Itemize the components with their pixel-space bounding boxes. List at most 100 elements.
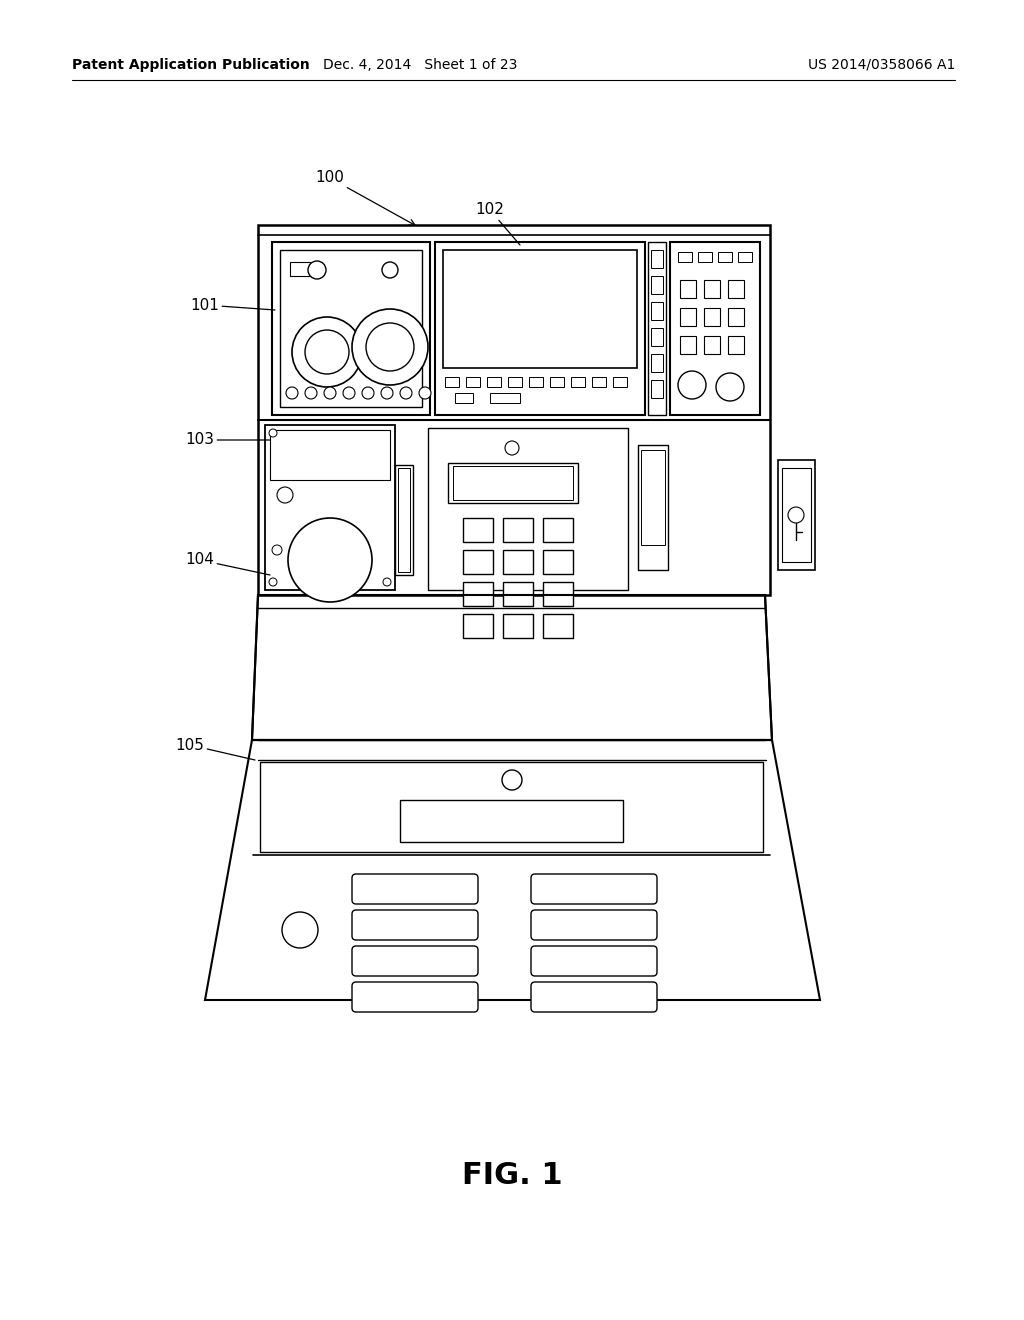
Polygon shape: [252, 595, 772, 741]
FancyBboxPatch shape: [531, 946, 657, 975]
Bar: [543, 550, 573, 574]
Text: 103: 103: [185, 433, 270, 447]
Bar: [487, 378, 501, 387]
Bar: [680, 308, 696, 326]
Circle shape: [292, 317, 362, 387]
Circle shape: [381, 387, 393, 399]
Circle shape: [678, 371, 706, 399]
Bar: [550, 378, 564, 387]
Bar: [265, 425, 395, 590]
Circle shape: [366, 323, 414, 371]
Bar: [453, 466, 573, 500]
Text: 100: 100: [315, 170, 415, 226]
Bar: [651, 276, 663, 294]
Circle shape: [716, 374, 744, 401]
Bar: [449, 463, 578, 503]
Bar: [728, 308, 744, 326]
Circle shape: [324, 387, 336, 399]
Circle shape: [282, 912, 318, 948]
Bar: [728, 280, 744, 298]
Circle shape: [278, 487, 293, 503]
Text: FIG. 1: FIG. 1: [462, 1160, 562, 1189]
FancyBboxPatch shape: [352, 909, 478, 940]
Bar: [680, 337, 696, 354]
Bar: [395, 465, 413, 576]
FancyBboxPatch shape: [531, 909, 657, 940]
Bar: [543, 517, 573, 543]
Bar: [718, 252, 732, 261]
Bar: [651, 302, 663, 319]
Bar: [651, 354, 663, 372]
Bar: [463, 582, 493, 606]
Text: Patent Application Publication: Patent Application Publication: [72, 58, 309, 73]
Circle shape: [352, 309, 428, 385]
Bar: [258, 224, 770, 595]
Circle shape: [269, 578, 278, 586]
Bar: [503, 517, 534, 543]
Bar: [613, 378, 627, 387]
Bar: [508, 378, 522, 387]
Bar: [466, 378, 480, 387]
Text: 104: 104: [185, 553, 270, 576]
Bar: [738, 252, 752, 261]
Circle shape: [788, 507, 804, 523]
Bar: [592, 378, 606, 387]
Bar: [443, 249, 637, 368]
Bar: [571, 378, 585, 387]
FancyBboxPatch shape: [352, 874, 478, 904]
FancyBboxPatch shape: [531, 982, 657, 1012]
Bar: [272, 242, 430, 414]
Bar: [778, 459, 815, 570]
Bar: [463, 614, 493, 638]
Bar: [400, 800, 623, 842]
Bar: [435, 242, 645, 414]
Bar: [445, 378, 459, 387]
Text: US 2014/0358066 A1: US 2014/0358066 A1: [808, 58, 955, 73]
Bar: [641, 450, 665, 545]
Bar: [280, 249, 422, 407]
Text: 101: 101: [190, 297, 275, 313]
Bar: [270, 430, 390, 480]
Bar: [543, 582, 573, 606]
Circle shape: [269, 429, 278, 437]
Bar: [543, 614, 573, 638]
Circle shape: [305, 330, 349, 374]
Bar: [503, 582, 534, 606]
Bar: [428, 428, 628, 590]
Circle shape: [382, 261, 398, 279]
Bar: [651, 249, 663, 268]
FancyBboxPatch shape: [352, 946, 478, 975]
Bar: [638, 445, 668, 570]
Circle shape: [308, 261, 326, 279]
Bar: [670, 242, 760, 414]
Bar: [503, 550, 534, 574]
Circle shape: [383, 578, 391, 586]
Bar: [398, 469, 410, 572]
Bar: [705, 308, 720, 326]
Bar: [463, 517, 493, 543]
Bar: [680, 280, 696, 298]
Bar: [705, 280, 720, 298]
Circle shape: [288, 517, 372, 602]
Circle shape: [272, 545, 282, 554]
Circle shape: [502, 770, 522, 789]
Bar: [490, 393, 520, 403]
Circle shape: [286, 387, 298, 399]
FancyBboxPatch shape: [352, 982, 478, 1012]
Bar: [290, 261, 310, 276]
Circle shape: [362, 387, 374, 399]
Circle shape: [305, 387, 317, 399]
Bar: [782, 469, 811, 562]
Bar: [705, 337, 720, 354]
Bar: [698, 252, 712, 261]
Bar: [503, 614, 534, 638]
Bar: [529, 378, 543, 387]
Bar: [651, 380, 663, 399]
Bar: [463, 550, 493, 574]
Circle shape: [505, 441, 519, 455]
Circle shape: [419, 387, 431, 399]
Text: 105: 105: [175, 738, 255, 760]
Text: 102: 102: [475, 202, 520, 246]
FancyBboxPatch shape: [531, 874, 657, 904]
Bar: [728, 337, 744, 354]
